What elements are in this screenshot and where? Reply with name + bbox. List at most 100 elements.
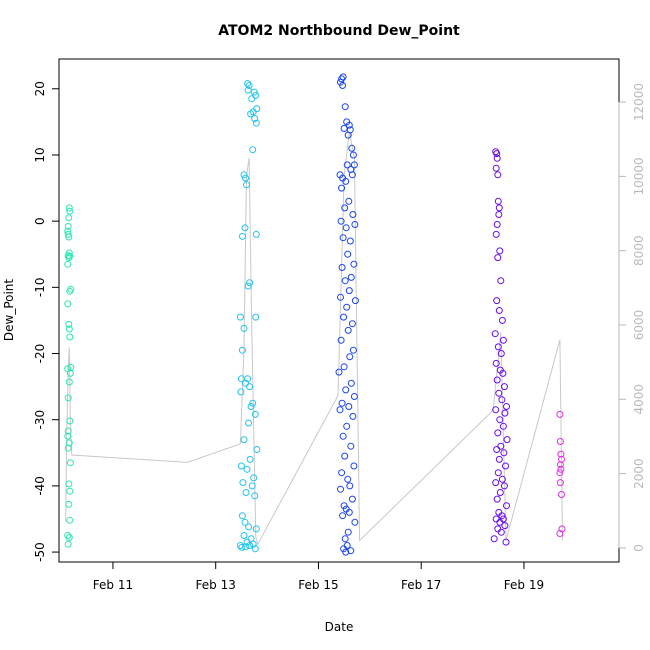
data-point (342, 548, 350, 556)
data-point (348, 320, 356, 328)
data-point (338, 184, 346, 192)
data-point (502, 462, 509, 470)
data-point (557, 465, 565, 473)
data-point (65, 214, 73, 222)
data-point (344, 475, 352, 483)
data-point (495, 455, 503, 463)
y-axis: -50 -40 -30 -20 -10 0 10 20 (33, 81, 60, 562)
y2-tick-label: 2000 (632, 458, 646, 489)
data-point (501, 409, 509, 417)
data-point (248, 482, 256, 490)
data-point (499, 336, 507, 344)
data-point (65, 500, 73, 508)
data-point (64, 230, 72, 238)
data-point (65, 320, 73, 328)
data-point (341, 452, 349, 460)
data-point (64, 427, 72, 435)
data-point (500, 482, 508, 490)
data-point (237, 388, 245, 396)
series-4 (490, 148, 511, 546)
data-point (556, 410, 564, 418)
data-point (246, 542, 254, 549)
data-point (251, 492, 259, 500)
data-point (244, 80, 252, 87)
data-point (346, 482, 354, 490)
data-point (345, 287, 353, 295)
data-point (242, 489, 250, 496)
data-point (64, 394, 72, 402)
data-point (490, 535, 498, 543)
data-point (349, 412, 357, 420)
data-point (499, 369, 507, 377)
data-point (349, 151, 357, 159)
data-point (247, 110, 255, 118)
data-point (338, 75, 346, 83)
data-point (345, 508, 353, 516)
data-point (240, 532, 248, 539)
secondary-y-axis: 0 2000 4000 6000 8000 10000 12000 (618, 83, 646, 552)
data-point (497, 350, 505, 357)
data-point (64, 532, 72, 539)
data-point (338, 469, 346, 477)
data-point (344, 528, 352, 536)
data-point (238, 346, 246, 354)
y2-tick-label: 4000 (632, 384, 646, 415)
data-point (64, 222, 72, 230)
data-point (64, 444, 72, 452)
data-point (250, 474, 258, 482)
data-point (341, 535, 349, 543)
data-point (339, 234, 347, 242)
data-point (495, 307, 503, 314)
data-point (240, 324, 248, 332)
data-point (66, 252, 74, 260)
data-point (65, 439, 73, 447)
data-point (497, 528, 505, 536)
altitude-trace (65, 131, 563, 546)
data-point (556, 461, 564, 469)
data-point (66, 333, 74, 341)
data-point (349, 346, 357, 354)
data-point (495, 389, 503, 397)
data-point (337, 217, 345, 225)
data-point (496, 489, 504, 496)
altitude-line (65, 131, 563, 546)
data-point (347, 442, 355, 450)
data-point (64, 540, 72, 548)
data-point (558, 455, 565, 463)
data-point (350, 393, 358, 400)
data-point (240, 171, 248, 179)
data-point (345, 403, 353, 410)
y-axis-label: Dew_Point (2, 279, 16, 342)
data-point (65, 325, 73, 333)
y2-tick-label: 12000 (632, 83, 646, 121)
data-point (342, 386, 350, 394)
data-point (344, 326, 352, 334)
data-point (251, 115, 259, 123)
data-point (347, 273, 355, 281)
data-point (337, 336, 345, 344)
series-3 (335, 73, 359, 556)
data-point (498, 396, 506, 404)
data-point (502, 538, 510, 546)
data-point (493, 297, 501, 305)
y-tick-label: -50 (33, 542, 47, 562)
data-point (493, 446, 501, 453)
chart-title: ATOM2 Northbound Dew_Point (218, 23, 460, 39)
data-point (345, 197, 353, 205)
series-5 (556, 410, 566, 537)
data-point (249, 146, 257, 154)
y2-tick-label: 8000 (632, 235, 646, 266)
data-point (493, 221, 501, 228)
y-tick-label: -30 (33, 410, 47, 430)
data-point (243, 181, 250, 189)
data-point (344, 131, 352, 139)
data-point (494, 525, 502, 533)
data-point (250, 88, 258, 96)
y-tick-label: -40 (33, 476, 47, 496)
data-point (494, 429, 502, 437)
data-point (494, 197, 502, 205)
data-point (65, 204, 73, 212)
data-point (494, 254, 502, 262)
data-point (345, 121, 353, 129)
data-point (344, 250, 352, 258)
